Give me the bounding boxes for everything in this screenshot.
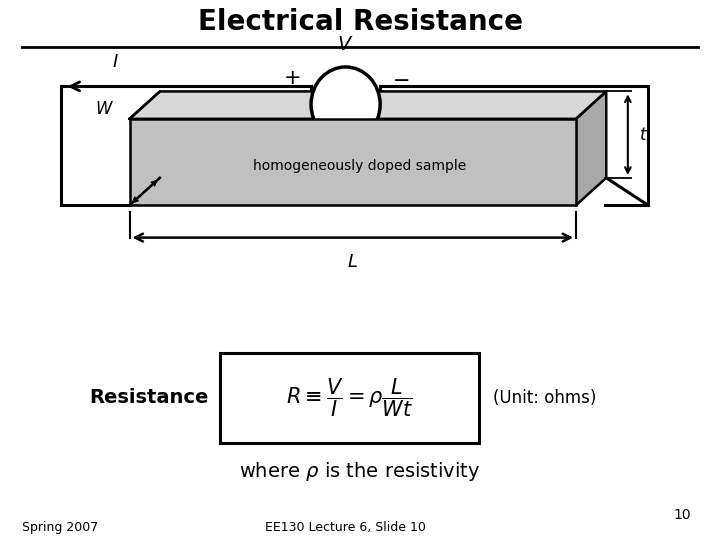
Text: $t$: $t$ <box>639 126 648 144</box>
Bar <box>130 119 576 205</box>
Text: $V$: $V$ <box>338 35 354 54</box>
Text: homogeneously doped sample: homogeneously doped sample <box>253 159 467 173</box>
Text: $I$: $I$ <box>112 52 119 71</box>
Text: $L$: $L$ <box>347 253 359 272</box>
Bar <box>220 353 479 443</box>
Text: $R \equiv \dfrac{V}{I} = \rho\dfrac{L}{Wt}$: $R \equiv \dfrac{V}{I} = \rho\dfrac{L}{W… <box>286 376 413 419</box>
Ellipse shape <box>311 67 380 142</box>
Text: Spring 2007: Spring 2007 <box>22 521 98 534</box>
Text: Resistance: Resistance <box>89 388 209 407</box>
Text: $W$: $W$ <box>95 100 114 118</box>
Polygon shape <box>576 91 606 205</box>
Text: where $\rho$ is the resistivity: where $\rho$ is the resistivity <box>239 460 481 483</box>
Text: 10: 10 <box>674 508 691 522</box>
Text: Electrical Resistance: Electrical Resistance <box>197 8 523 36</box>
Text: EE130 Lecture 6, Slide 10: EE130 Lecture 6, Slide 10 <box>265 521 426 534</box>
Text: $-$: $-$ <box>392 69 409 89</box>
Polygon shape <box>130 91 606 119</box>
Text: (Unit: ohms): (Unit: ohms) <box>493 389 597 407</box>
Text: +: + <box>284 68 302 88</box>
